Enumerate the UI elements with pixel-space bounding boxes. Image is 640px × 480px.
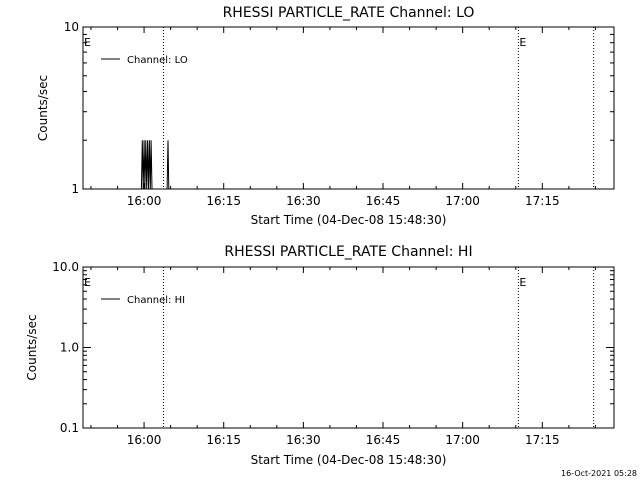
y-axis-label: Counts/sec — [25, 314, 39, 380]
plot-frame — [82, 26, 615, 190]
x-tick-label: 16:30 — [286, 433, 321, 447]
chart-title: RHESSI PARTICLE_RATE Channel: HI — [224, 244, 472, 260]
plot-frame — [82, 266, 615, 429]
legend-entry: Channel: LO — [127, 55, 188, 66]
x-tick-label: 16:00 — [127, 194, 162, 208]
x-axis-label: Start Time (04-Dec-08 15:48:30) — [251, 453, 447, 467]
chart-title: RHESSI PARTICLE_RATE Channel: LO — [223, 5, 475, 21]
x-tick-label: 17:15 — [525, 194, 560, 208]
lo-channel-chart: RHESSI PARTICLE_RATE Channel: LO Start Ti… — [36, 5, 615, 227]
y-tick-label: 10.0 — [52, 260, 79, 274]
x-tick-label: 16:45 — [366, 194, 401, 208]
y-tick-label: 10 — [64, 20, 79, 34]
x-axis-label: Start Time (04-Dec-08 15:48:30) — [251, 213, 447, 227]
x-tick-label: 16:45 — [366, 433, 401, 447]
legend-entry: Channel: HI — [127, 295, 185, 306]
hi-channel-chart: RHESSI PARTICLE_RATE Channel: HI Start Ti… — [25, 244, 615, 467]
generation-timestamp: 16-Oct-2021 05:28 — [561, 469, 637, 478]
x-tick-label: 17:15 — [525, 433, 560, 447]
event-marker-label: E — [519, 276, 526, 289]
x-tick-label: 16:15 — [206, 433, 241, 447]
event-marker-label: E — [519, 36, 526, 49]
x-tick-label: 17:00 — [445, 194, 480, 208]
x-tick-label: 16:15 — [206, 194, 241, 208]
event-marker-label: E — [84, 36, 91, 49]
x-tick-label: 16:30 — [286, 194, 321, 208]
event-marker-label: E — [84, 276, 91, 289]
y-tick-label: 1.0 — [60, 341, 79, 355]
y-tick-label: 1 — [71, 182, 79, 196]
y-tick-label: 0.1 — [60, 421, 79, 435]
y-axis-label: Counts/sec — [36, 75, 50, 141]
x-tick-label: 17:00 — [445, 433, 480, 447]
x-tick-label: 16:00 — [127, 433, 162, 447]
series-line — [140, 140, 170, 189]
